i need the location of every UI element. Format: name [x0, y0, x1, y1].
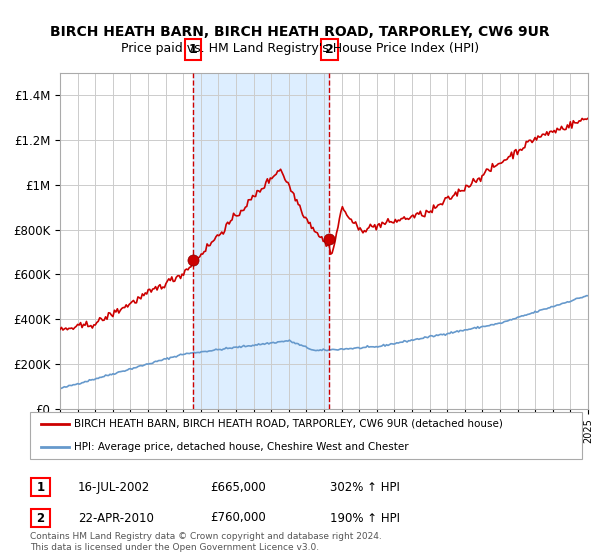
Text: BIRCH HEATH BARN, BIRCH HEATH ROAD, TARPORLEY, CW6 9UR (detached house): BIRCH HEATH BARN, BIRCH HEATH ROAD, TARP… — [74, 418, 503, 428]
Text: BIRCH HEATH BARN, BIRCH HEATH ROAD, TARPORLEY, CW6 9UR: BIRCH HEATH BARN, BIRCH HEATH ROAD, TARP… — [50, 25, 550, 39]
Text: 2: 2 — [325, 43, 334, 56]
Text: 2: 2 — [37, 511, 44, 525]
Text: Contains HM Land Registry data © Crown copyright and database right 2024.
This d: Contains HM Land Registry data © Crown c… — [30, 532, 382, 552]
Text: £665,000: £665,000 — [210, 480, 266, 494]
Text: £760,000: £760,000 — [210, 511, 266, 525]
FancyBboxPatch shape — [31, 509, 50, 527]
Text: Price paid vs. HM Land Registry's House Price Index (HPI): Price paid vs. HM Land Registry's House … — [121, 42, 479, 55]
Text: 16-JUL-2002: 16-JUL-2002 — [78, 480, 150, 494]
Text: HPI: Average price, detached house, Cheshire West and Chester: HPI: Average price, detached house, Ches… — [74, 442, 409, 452]
Text: 1: 1 — [37, 480, 44, 494]
Text: 1: 1 — [188, 43, 197, 56]
Text: 190% ↑ HPI: 190% ↑ HPI — [330, 511, 400, 525]
FancyBboxPatch shape — [31, 478, 50, 496]
Bar — [193, 73, 329, 409]
Text: 22-APR-2010: 22-APR-2010 — [78, 511, 154, 525]
FancyBboxPatch shape — [30, 412, 582, 459]
Text: 302% ↑ HPI: 302% ↑ HPI — [330, 480, 400, 494]
